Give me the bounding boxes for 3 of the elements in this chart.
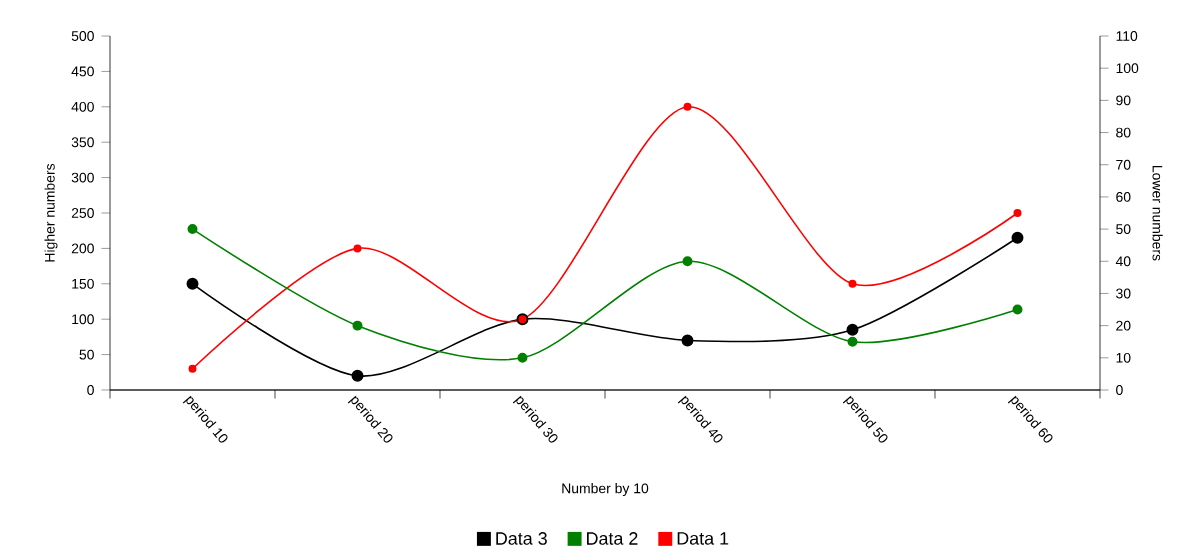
legend-label: Data 3: [496, 532, 547, 545]
legend-label: Data 1: [677, 532, 729, 545]
legend-label: Data 2: [587, 532, 638, 545]
